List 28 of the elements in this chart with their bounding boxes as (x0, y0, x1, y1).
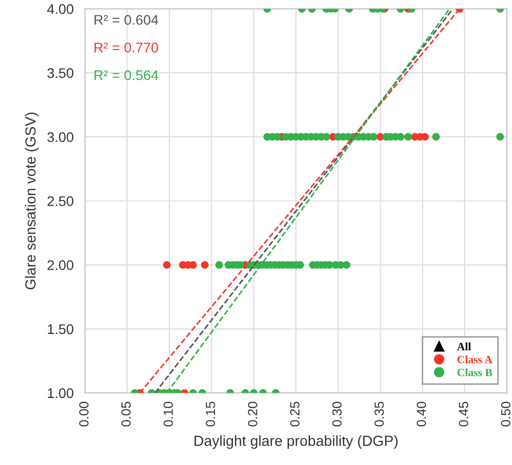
point (201, 261, 209, 269)
x-tick-label: 0.05 (121, 402, 131, 426)
annotation: R² = 0.604 (94, 14, 158, 25)
x-tick-label: 0.25 (290, 402, 300, 426)
x-tick-label: 0.20 (248, 402, 258, 426)
x-tick-label: 0.15 (206, 402, 216, 426)
x-tick-label: 0.50 (501, 402, 510, 426)
x-tick-label: 0.40 (416, 402, 426, 426)
legend-label: Class B (457, 368, 492, 376)
y-tick-label: 2.00 (48, 260, 74, 270)
y-tick-label: 1.50 (48, 324, 74, 334)
x-tick-label: 0.10 (164, 402, 173, 426)
x-tick-label: 0.30 (332, 402, 342, 426)
point (163, 261, 171, 269)
legend-label: All (457, 342, 471, 350)
y-tick-label: 3.50 (47, 68, 74, 78)
y-axis-title: Glare sensation vote (GSV) (24, 112, 39, 290)
x-tick-label: 0.45 (458, 402, 468, 426)
annotation: R² = 0.564 (94, 70, 158, 80)
y-tick-label: 4.00 (47, 4, 74, 14)
x-tick-label: 0.00 (79, 402, 89, 426)
x-tick-label: 0.35 (374, 402, 384, 426)
y-tick-label: 2.50 (48, 196, 74, 206)
legend-label: Class A (457, 355, 492, 364)
x-axis-title: Daylight glare probability (DGP) (194, 435, 398, 449)
y-tick-label: 1.00 (48, 388, 74, 398)
y-tick-label: 3.00 (47, 132, 74, 142)
annotation: R² = 0.770 (94, 42, 158, 52)
